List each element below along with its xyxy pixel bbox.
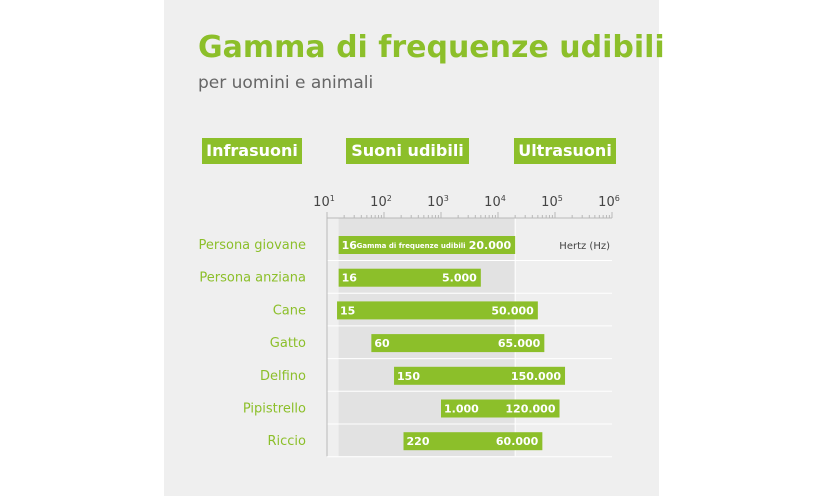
- range-min-label: 16: [342, 272, 358, 285]
- range-bar: [394, 366, 566, 385]
- x-tick-label: 102: [370, 194, 392, 210]
- category-label: Riccio: [267, 434, 306, 449]
- zone-label-infrasound: Infrasuoni: [202, 138, 302, 164]
- category-label: Pipistrello: [243, 402, 306, 417]
- x-tick-label: 106: [598, 194, 620, 210]
- zone-label-audible: Suoni udibili: [346, 138, 469, 164]
- zone-label-ultrasound: Ultrasuoni: [514, 138, 616, 164]
- x-tick-label: 104: [484, 194, 506, 210]
- x-tick-label: 101: [313, 194, 335, 210]
- range-bar: [403, 432, 543, 451]
- range-max-label: 65.000: [498, 337, 541, 350]
- range-min-label: 16: [342, 239, 358, 252]
- range-min-label: 150: [397, 370, 420, 383]
- range-min-label: 220: [407, 435, 430, 448]
- range-note-label: Gamma di frequenze udibili: [357, 242, 466, 250]
- category-label: Gatto: [270, 336, 306, 351]
- range-min-label: 60: [374, 337, 390, 350]
- category-label: Persona giovane: [199, 238, 307, 253]
- range-bar: [338, 268, 481, 287]
- chart-title: Gamma di frequenze udibili: [198, 30, 665, 65]
- x-tick-label: 103: [427, 194, 449, 210]
- range-bar: [371, 334, 545, 353]
- range-max-label: 120.000: [505, 403, 555, 416]
- category-label: Delfino: [260, 369, 306, 384]
- range-bar: [441, 399, 560, 418]
- range-max-label: 150.000: [511, 370, 561, 383]
- chart-subtitle: per uomini e animali: [198, 73, 374, 93]
- range-min-label: 1.000: [444, 403, 479, 416]
- range-max-label: 60.000: [496, 435, 539, 448]
- range-bar: [338, 236, 516, 254]
- unit-label: Hertz (Hz): [559, 241, 610, 252]
- range-max-label: 5.000: [442, 272, 477, 285]
- range-min-label: 15: [340, 304, 355, 317]
- category-label: Persona anziana: [199, 271, 306, 286]
- range-bar: [337, 301, 538, 320]
- range-max-label: 50.000: [491, 304, 534, 317]
- x-tick-label: 105: [541, 194, 563, 210]
- category-label: Cane: [273, 303, 306, 318]
- range-max-label: 20.000: [469, 239, 512, 252]
